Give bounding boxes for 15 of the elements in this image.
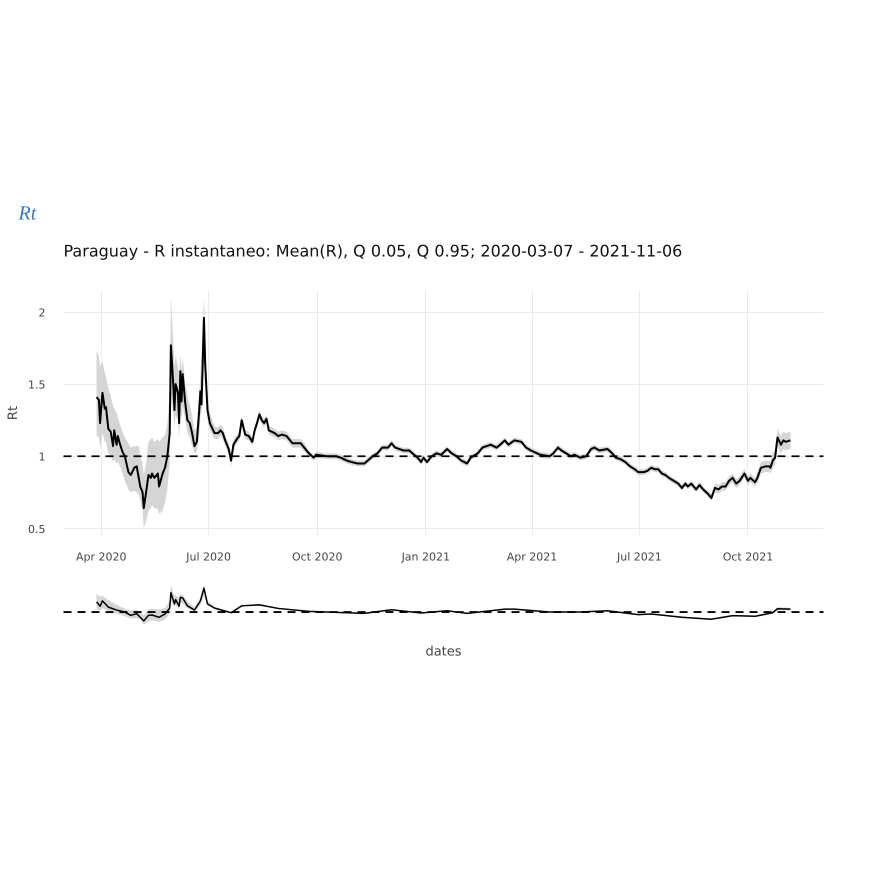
- y-tick-label: 1.5: [28, 378, 46, 392]
- x-tick-label: Oct 2020: [292, 550, 342, 564]
- chart-subtitle: Paraguay - R instantaneo: Mean(R), Q 0.05, Q 0.95; 2020-03-07 - 2021-11-06: [64, 242, 682, 260]
- x-tick-label: Jul 2020: [185, 550, 232, 564]
- x-tick-label: Apr 2021: [506, 550, 558, 564]
- x-tick-label: Jul 2021: [616, 550, 662, 564]
- x-tick-label: Jan 2021: [400, 550, 450, 564]
- chart-title: Rt: [18, 202, 37, 224]
- x-tick-label: Apr 2020: [76, 550, 127, 564]
- x-tick-label: Oct 2021: [722, 550, 774, 564]
- y-tick-label: 1: [38, 450, 46, 464]
- x-axis-title: dates: [425, 644, 462, 660]
- y-tick-label: 2: [38, 306, 46, 320]
- y-axis-title: Rt: [6, 406, 22, 420]
- y-tick-label: 0.5: [28, 522, 46, 536]
